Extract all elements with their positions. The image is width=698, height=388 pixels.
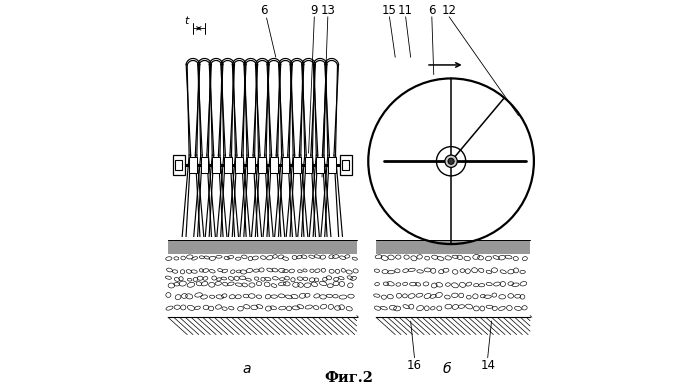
Text: 6: 6 — [428, 4, 436, 17]
Bar — [281, 157, 289, 173]
Text: t: t — [184, 16, 188, 26]
Bar — [293, 157, 301, 173]
Text: 13: 13 — [320, 4, 335, 17]
Circle shape — [448, 158, 454, 165]
Text: 12: 12 — [442, 4, 456, 17]
Bar — [247, 157, 255, 173]
Circle shape — [445, 155, 457, 167]
Bar — [224, 157, 232, 173]
Bar — [270, 157, 278, 173]
Bar — [172, 155, 185, 175]
Text: 11: 11 — [398, 4, 413, 17]
Bar — [168, 240, 357, 254]
Text: Фиг.2: Фиг.2 — [325, 371, 373, 385]
Bar — [258, 157, 266, 173]
Bar — [189, 157, 197, 173]
Text: 14: 14 — [480, 359, 495, 372]
Text: 6: 6 — [260, 4, 267, 17]
Text: 16: 16 — [407, 359, 422, 372]
Text: 15: 15 — [382, 4, 397, 17]
Text: б: б — [443, 362, 452, 376]
Bar — [235, 157, 243, 173]
Bar — [201, 157, 209, 173]
Bar — [305, 157, 313, 173]
Bar — [328, 157, 336, 173]
Bar — [316, 157, 324, 173]
Bar — [340, 155, 352, 175]
Bar — [212, 157, 220, 173]
Bar — [175, 160, 182, 170]
Bar — [343, 160, 350, 170]
Text: а: а — [243, 362, 251, 376]
Bar — [376, 240, 530, 254]
Text: 9: 9 — [311, 4, 318, 17]
